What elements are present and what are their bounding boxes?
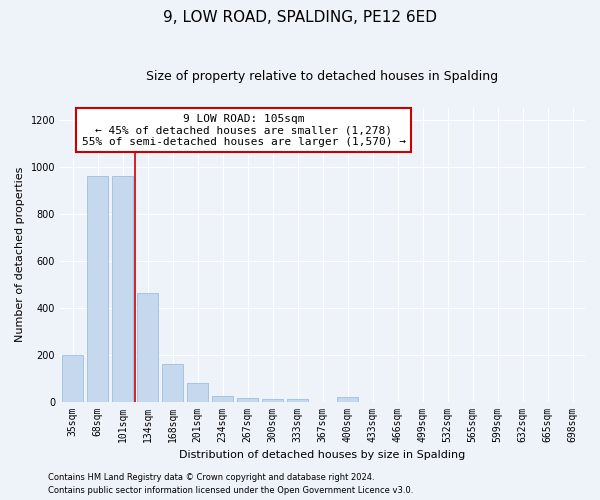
Bar (237, 398, 258, 402)
Bar (262, 398, 283, 402)
Bar (62, 354, 83, 402)
Bar (162, 364, 183, 402)
Text: 9, LOW ROAD, SPALDING, PE12 6ED: 9, LOW ROAD, SPALDING, PE12 6ED (163, 10, 437, 25)
Bar (187, 383, 208, 402)
Text: 9 LOW ROAD: 105sqm
← 45% of detached houses are smaller (1,278)
55% of semi-deta: 9 LOW ROAD: 105sqm ← 45% of detached hou… (82, 114, 406, 147)
Y-axis label: Number of detached properties: Number of detached properties (15, 167, 25, 342)
Bar (212, 396, 233, 402)
Bar (137, 294, 158, 402)
Bar (337, 397, 358, 402)
Bar (112, 176, 133, 402)
Bar (87, 176, 108, 402)
Text: Contains HM Land Registry data © Crown copyright and database right 2024.
Contai: Contains HM Land Registry data © Crown c… (48, 474, 413, 495)
Title: Size of property relative to detached houses in Spalding: Size of property relative to detached ho… (146, 70, 499, 83)
Bar (287, 399, 308, 402)
X-axis label: Distribution of detached houses by size in Spalding: Distribution of detached houses by size … (179, 450, 466, 460)
